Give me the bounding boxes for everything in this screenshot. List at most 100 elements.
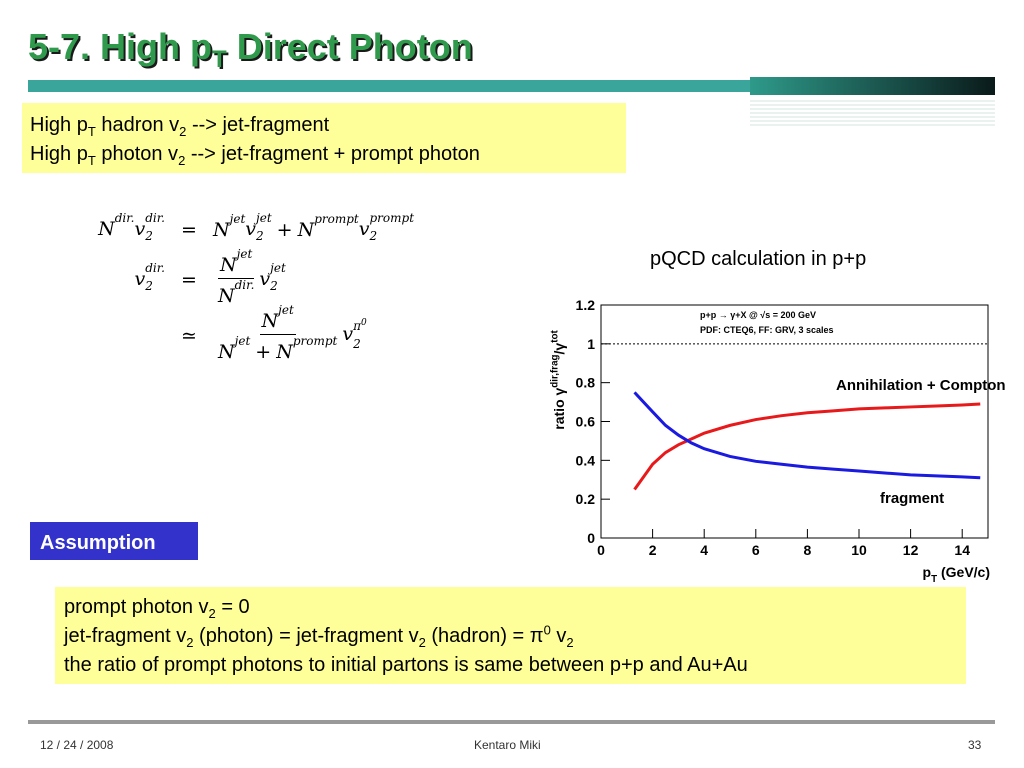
text: PDF: CTEQ6, FF: GRV, 3 scales bbox=[700, 325, 834, 335]
text: prompt photon v bbox=[64, 596, 209, 618]
assumption-box: prompt photon v2 = 0 jet-fragment v2 (pho… bbox=[55, 587, 966, 684]
symbol-base: v bbox=[358, 218, 370, 240]
stripes bbox=[750, 100, 995, 126]
series-line bbox=[633, 391, 981, 480]
x-tick-label: 10 bbox=[851, 542, 867, 558]
text: p bbox=[923, 564, 932, 580]
symbol-base: N bbox=[218, 284, 235, 307]
y-tick-label: 1.2 bbox=[576, 297, 596, 313]
text: photon v bbox=[95, 143, 179, 165]
superscript: 0 bbox=[543, 622, 551, 638]
note: PDF: CTEQ6, FF: GRV, 3 scales bbox=[700, 325, 834, 335]
superscript: jet bbox=[256, 212, 272, 224]
text: /γ bbox=[551, 343, 567, 355]
subscript: T bbox=[87, 153, 96, 168]
subscript: 2 bbox=[270, 279, 278, 293]
text: hadron v bbox=[95, 114, 180, 136]
symbol-base: N bbox=[98, 218, 115, 240]
series-label: Annihilation + Compton bbox=[836, 377, 1006, 394]
x-tick-label: 8 bbox=[804, 542, 812, 558]
sup-sup: 0 bbox=[360, 317, 367, 328]
symbol-base: v bbox=[134, 218, 146, 240]
superscript: jet bbox=[278, 304, 294, 316]
intro-box: High pT hadron v2 --> jet-fragment High p… bbox=[22, 103, 626, 173]
subscript: 2 bbox=[208, 606, 216, 621]
x-tick-label: 6 bbox=[752, 542, 760, 558]
text: ratio γ bbox=[551, 387, 567, 429]
y-axis-label: ratio γdir,frag​/γtot​ bbox=[550, 330, 567, 430]
scripts: prompt 2 bbox=[369, 212, 414, 242]
line: the ratio of prompt photons to initial p… bbox=[64, 651, 962, 680]
text: p+p → γ+X @ √s = 200 GeV bbox=[700, 310, 816, 320]
relation: = bbox=[181, 269, 197, 291]
text: = 0 bbox=[215, 596, 250, 618]
scripts: dir. bbox=[115, 212, 135, 224]
title-rule bbox=[28, 80, 750, 92]
symbol-base: v bbox=[342, 322, 354, 345]
scripts: jet 2 bbox=[256, 212, 272, 242]
symbol: v dir. 2 bbox=[134, 262, 166, 292]
sup-text: π bbox=[353, 318, 361, 333]
scripts: jet bbox=[278, 304, 294, 316]
symbol-base: N bbox=[276, 340, 293, 363]
series-line bbox=[633, 402, 981, 491]
text: --> jet-fragment + prompt photon bbox=[185, 143, 480, 165]
sup-text: dir. bbox=[234, 277, 255, 292]
y-tick-label: 1 bbox=[587, 336, 595, 352]
symbol-base: N bbox=[297, 219, 315, 241]
y-tick-label: 0.8 bbox=[576, 375, 596, 391]
symbol-base: v bbox=[134, 268, 146, 290]
footer-rule bbox=[28, 720, 995, 724]
sup-text: jet bbox=[236, 246, 253, 261]
symbol-base: N bbox=[213, 219, 230, 241]
text: High p bbox=[30, 114, 88, 136]
superscript: jet bbox=[237, 248, 253, 260]
x-tick-label: 4 bbox=[700, 542, 708, 558]
sup-text: jet bbox=[234, 333, 251, 348]
scripts: dir. 2 bbox=[145, 212, 165, 242]
subscript: 2 bbox=[145, 279, 153, 293]
superscript: dir. bbox=[145, 212, 165, 224]
symbol: v jet 2 bbox=[259, 262, 285, 292]
y-tick-label: 0.2 bbox=[576, 491, 596, 507]
scripts: dir. 2 bbox=[145, 262, 165, 292]
relation: = bbox=[181, 219, 197, 241]
subscript: 2 bbox=[256, 229, 264, 243]
superscript: π0 bbox=[353, 317, 367, 332]
text: jet-fragment v bbox=[64, 625, 187, 647]
scripts: jet 2 bbox=[270, 262, 286, 292]
y-tick-label: 0 bbox=[587, 530, 595, 546]
subscript: 2 bbox=[566, 635, 574, 650]
symbol-base: N bbox=[218, 340, 235, 363]
x-tick-label: 2 bbox=[649, 542, 657, 558]
scripts: dir. bbox=[235, 279, 255, 291]
subscript: 2 bbox=[186, 635, 194, 650]
y-tick-label: 0.6 bbox=[576, 414, 596, 430]
sup-text: dir. bbox=[145, 261, 165, 275]
superscript: dir. bbox=[145, 262, 165, 274]
superscript: jet bbox=[230, 213, 246, 225]
x-tick-label: 12 bbox=[903, 542, 919, 558]
text: High p bbox=[30, 143, 88, 165]
superscript: jet bbox=[270, 262, 286, 274]
x-tick-label: 14 bbox=[954, 542, 970, 558]
subscript: 2 bbox=[145, 229, 153, 243]
footer-page: 33 bbox=[968, 738, 982, 752]
text: --> jet-fragment bbox=[186, 114, 330, 136]
sup-text: prompt bbox=[314, 212, 359, 226]
text: (photon) = jet-fragment v bbox=[193, 625, 419, 647]
series-label: fragment bbox=[880, 490, 944, 507]
superscript: tot bbox=[550, 330, 561, 343]
symbol-base: v bbox=[245, 218, 257, 240]
text: v bbox=[550, 625, 567, 647]
